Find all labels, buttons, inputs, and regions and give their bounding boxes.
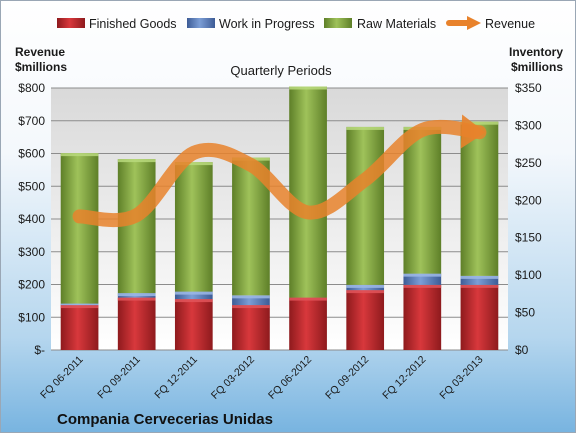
bar-finished-goods [117, 297, 156, 350]
bar-raw-materials-top [60, 153, 99, 157]
right-tick-label: $100 [515, 268, 542, 282]
right-axis-ticks: $0 $50 $100 $150 $200 $250 $300 $350 [515, 81, 542, 357]
bar-work-in-progress-top [403, 273, 442, 277]
bar-finished-goods [174, 299, 213, 350]
bar-raw-materials-top [174, 162, 213, 166]
bar-raw-materials [174, 162, 213, 292]
bar-raw-materials-top [346, 126, 385, 130]
bar-raw-materials [289, 86, 327, 298]
bar-finished-goods [232, 305, 270, 350]
bar-finished-goods [60, 305, 99, 350]
category-labels: FQ 06-2011 FQ 09-2011 FQ 12-2011 FQ 03-2012… [38, 354, 486, 402]
bar-raw-materials [346, 126, 385, 285]
bar-finished-goods [346, 290, 385, 350]
legend-label-finished-goods: Finished Goods [89, 17, 177, 31]
left-tick-label: $- [34, 343, 45, 357]
category-label: FQ 03-2013 [437, 354, 485, 402]
category-label: FQ 06-2012 [266, 354, 314, 402]
bar-work-in-progress [460, 275, 499, 285]
bar-work-in-progress-top [174, 291, 213, 295]
legend-label-revenue: Revenue [485, 17, 535, 31]
bar-raw-materials-top [289, 86, 327, 90]
bar-finished-goods-top [232, 305, 270, 309]
bar-finished-goods-top [403, 284, 442, 288]
right-tick-label: $150 [515, 231, 542, 245]
bar-work-in-progress [174, 291, 213, 300]
bar-work-in-progress [403, 273, 442, 285]
bar-work-in-progress-top [346, 284, 385, 288]
revenue-arrowhead [460, 114, 486, 149]
right-tick-label: $0 [515, 343, 529, 357]
bar-raw-materials [60, 153, 99, 304]
legend-swatch-work-in-progress [187, 18, 215, 28]
category-label: FQ 09-2011 [95, 354, 143, 402]
left-tick-label: $500 [18, 179, 45, 193]
bar-finished-goods-top [174, 299, 213, 303]
left-tick-label: $100 [18, 310, 45, 324]
right-axis-title-line2: $millions [511, 60, 563, 74]
legend: Finished Goods Work in Progress Raw Mate… [57, 16, 535, 31]
bars [60, 86, 499, 350]
right-tick-label: $50 [515, 306, 535, 320]
bar-finished-goods-top [60, 305, 99, 309]
bar-work-in-progress [232, 295, 270, 306]
legend-label-raw-materials: Raw Materials [357, 17, 436, 31]
bar-work-in-progress-top [117, 293, 156, 297]
bar-raw-materials-top [460, 121, 499, 125]
left-axis-title-line2: $millions [15, 60, 67, 74]
left-tick-label: $800 [18, 81, 45, 95]
bar-finished-goods-top [117, 297, 156, 301]
left-axis-ticks: $- $100 $200 $300 $400 $500 $600 $700 $800 [18, 81, 45, 357]
left-tick-label: $400 [18, 212, 45, 226]
bar-work-in-progress-top [232, 295, 270, 299]
left-axis-title-line1: Revenue [15, 45, 65, 59]
right-tick-label: $300 [515, 118, 542, 132]
legend-label-work-in-progress: Work in Progress [219, 17, 315, 31]
bar-raw-materials [403, 126, 442, 274]
right-tick-label: $250 [515, 156, 542, 170]
bar-finished-goods-top [460, 284, 499, 288]
bar-finished-goods [403, 284, 442, 350]
category-label: FQ 12-2012 [380, 354, 428, 402]
left-tick-label: $700 [18, 114, 45, 128]
legend-swatch-revenue [446, 16, 481, 30]
category-label: FQ 09-2012 [323, 354, 371, 402]
bar-work-in-progress-top [60, 303, 99, 306]
revenue-series [72, 114, 487, 228]
company-name: Compania Cervecerias Unidas [57, 411, 273, 428]
left-tick-label: $300 [18, 245, 45, 259]
bar-raw-materials [460, 121, 499, 276]
category-label: FQ 03-2012 [209, 354, 257, 402]
bar-finished-goods [460, 284, 499, 350]
category-label: FQ 06-2011 [38, 354, 86, 402]
revenue-line [72, 119, 487, 228]
bar-finished-goods-top [346, 290, 385, 294]
bar-finished-goods [289, 297, 327, 350]
chart-subtitle: Quarterly Periods [230, 63, 332, 78]
right-tick-label: $350 [515, 81, 542, 95]
bar-work-in-progress-top [460, 275, 499, 279]
left-tick-label: $600 [18, 147, 45, 161]
right-tick-label: $200 [515, 193, 542, 207]
legend-swatch-raw-materials [324, 18, 352, 28]
legend-swatch-finished-goods [57, 18, 85, 28]
category-label: FQ 12-2011 [152, 354, 200, 402]
bar-raw-materials-top [117, 159, 156, 163]
right-axis-title-line1: Inventory [509, 45, 563, 59]
bar-finished-goods-top [289, 297, 327, 301]
left-tick-label: $200 [18, 278, 45, 292]
